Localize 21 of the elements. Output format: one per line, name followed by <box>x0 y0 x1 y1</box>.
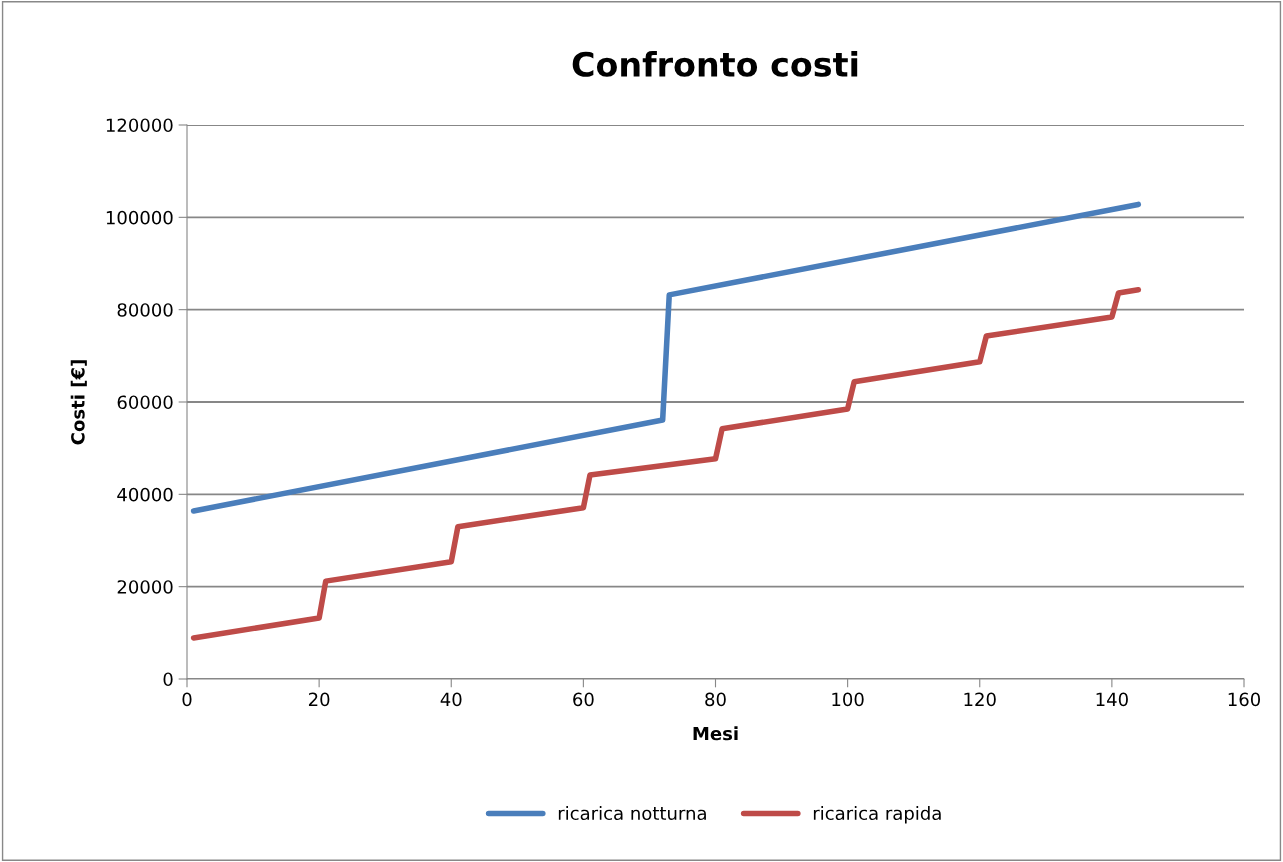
x-tick-label: 80 <box>705 692 726 707</box>
x-tick-label: 20 <box>308 692 330 707</box>
y-tick-label: 20000 <box>117 580 173 594</box>
x-tick-label: 160 <box>1228 692 1261 707</box>
x-tick-label: 100 <box>832 692 864 707</box>
y-axis-title: Costi [€] <box>70 360 87 445</box>
chart-title: Confronto costi <box>572 51 858 77</box>
x-axis-title: Mesi <box>693 726 738 741</box>
x-tick-label: 0 <box>182 692 192 707</box>
x-tick-label: 60 <box>573 692 594 707</box>
y-tick-label: 40000 <box>117 487 173 502</box>
y-tick-label: 60000 <box>117 395 173 410</box>
y-tick-label: 0 <box>163 672 173 687</box>
x-tick-label: 140 <box>1096 692 1128 707</box>
y-tick-label: 120000 <box>106 118 173 133</box>
x-tick-label: 120 <box>964 692 996 707</box>
legend-label: ricarica rapida <box>813 806 941 824</box>
y-tick-label: 100000 <box>106 210 173 225</box>
legend-label: ricarica notturna <box>558 806 706 821</box>
y-tick-label: 80000 <box>117 303 173 317</box>
x-tick-label: 40 <box>440 692 462 707</box>
